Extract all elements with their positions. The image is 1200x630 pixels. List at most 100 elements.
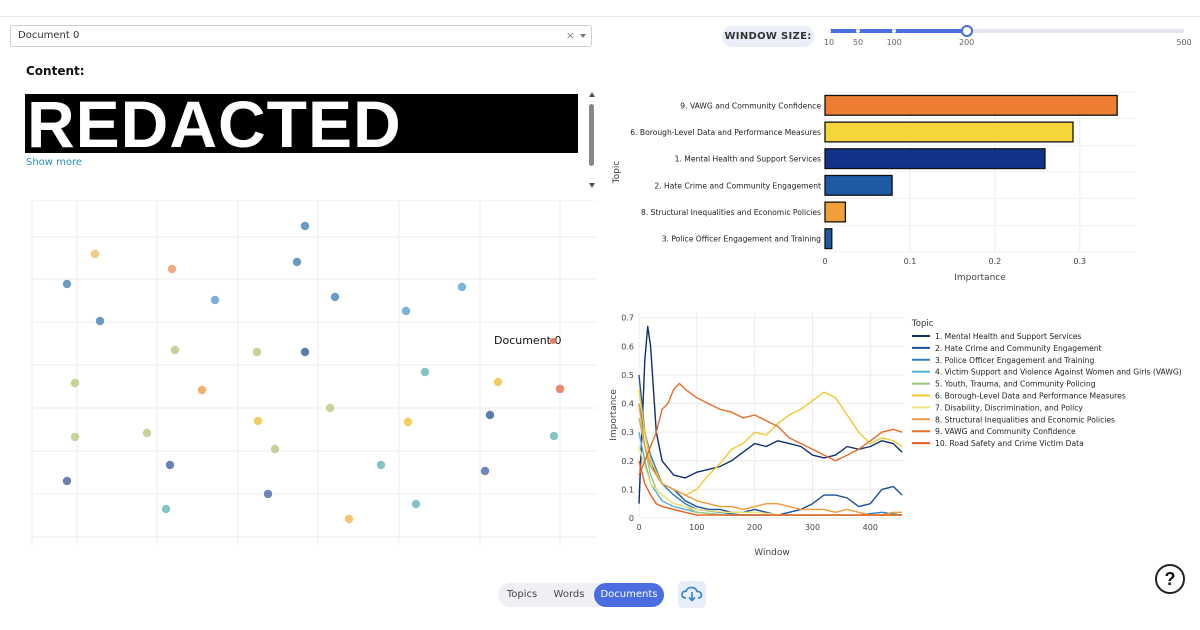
highlighted-document-point [550, 338, 556, 344]
chevron-down-icon[interactable] [580, 34, 586, 38]
close-icon[interactable]: × [565, 29, 575, 42]
document-point [62, 476, 72, 486]
document-annotation: Document 0 [494, 334, 561, 347]
scroll-down-icon[interactable] [589, 183, 595, 188]
line-x-axis-title: Window [754, 548, 790, 558]
content-scrollbar[interactable] [588, 92, 596, 188]
download-button[interactable] [678, 581, 706, 608]
line-x-tick: 0 [636, 523, 641, 532]
line-y-tick: 0.2 [621, 457, 634, 466]
bar-x-tick: 0.3 [1073, 257, 1086, 266]
scatter-grid [30, 200, 596, 545]
topic-importance-bar-chart[interactable]: 0 0.1 0.2 0.3 9. VAWG and Community Confiden… [600, 88, 1145, 288]
slider-mark-label: 500 [1176, 38, 1192, 47]
legend-item: 6. Borough-Level Data and Performance Me… [935, 392, 1126, 401]
document-point [420, 367, 430, 377]
line-y-axis-title: Importance [609, 389, 619, 441]
line-y-tick: 0.7 [621, 314, 634, 323]
bar-category-label: 9. VAWG and Community Confidence [680, 101, 821, 110]
document-point [480, 466, 490, 476]
window-size-slider-handle[interactable] [960, 25, 973, 37]
series-line [638, 382, 903, 476]
help-button[interactable]: ? [1155, 564, 1185, 594]
tab-documents[interactable]: Documents [594, 583, 664, 607]
line-y-tick: 0.4 [621, 400, 634, 409]
document-point [300, 347, 310, 357]
cloud-download-icon [681, 586, 703, 602]
document-point [263, 489, 273, 499]
document-point [411, 499, 421, 509]
document-point [253, 416, 263, 426]
document-point [142, 428, 152, 438]
document-point [70, 432, 80, 442]
document-point [62, 279, 72, 289]
legend-item: 5. Youth, Trauma, and Community Policing [935, 380, 1096, 389]
window-size-label: WINDOW SIZE: [722, 26, 814, 47]
bar-y-axis-title: Topic [612, 161, 622, 185]
scroll-up-icon[interactable] [589, 92, 595, 97]
scrollbar-thumb[interactable] [589, 104, 594, 166]
series-line [638, 389, 903, 496]
line-y-tick: 0 [629, 514, 634, 523]
bar-category-label: 6. Borough-Level Data and Performance Me… [630, 128, 821, 137]
document-select-value: Document 0 [18, 30, 80, 41]
top-divider [0, 16, 1200, 17]
line-x-tick: 200 [747, 523, 762, 532]
legend-item: 3. Police Officer Engagement and Trainin… [935, 356, 1094, 365]
tab-words[interactable]: Words [553, 589, 585, 600]
document-point [493, 377, 503, 387]
document-point [376, 460, 386, 470]
document-point [401, 306, 411, 316]
topic-importance-line-chart[interactable]: 0 100 200 300 400 0 0.1 0.2 0.3 0.4 0.5 0.6 0.7 Windo… [600, 306, 1200, 564]
bar-category-label: 1. Mental Health and Support Services [675, 155, 821, 164]
line-x-tick: 100 [689, 523, 704, 532]
document-point [90, 249, 100, 259]
document-point [549, 431, 559, 441]
legend-item: 10. Road Safety and Crime Victim Data [935, 439, 1084, 448]
show-more-link[interactable]: Show more [26, 157, 83, 168]
document-point [165, 460, 175, 470]
line-y-tick: 0.3 [621, 428, 634, 437]
series-line [638, 403, 903, 516]
document-point [95, 316, 105, 326]
bar-x-tick: 0 [822, 257, 827, 266]
tab-topics[interactable]: Topics [506, 589, 538, 600]
document-point [485, 410, 495, 420]
legend-item: 4. Victim Support and Violence Against W… [935, 368, 1182, 377]
content-label: Content: [26, 64, 85, 78]
document-point [403, 417, 413, 427]
document-point [344, 514, 354, 524]
bar [824, 121, 1074, 143]
legend-item: 2. Hate Crime and Community Engagement [935, 344, 1102, 353]
line-x-tick: 300 [805, 523, 820, 532]
document-scatter-plot[interactable]: Document 0 [30, 200, 596, 545]
document-point [457, 282, 467, 292]
bar-x-tick: 0.2 [988, 257, 1001, 266]
window-size-slider-track[interactable] [829, 29, 1184, 33]
document-point [70, 378, 80, 388]
document-point [292, 257, 302, 267]
bar-category-label: 3. Police Officer Engagement and Trainin… [662, 235, 821, 244]
series-line [638, 460, 903, 516]
document-point [170, 345, 180, 355]
window-size-slider-fill [829, 29, 967, 33]
slider-mark-label: 200 [959, 38, 975, 47]
legend-item: 1. Mental Health and Support Services [935, 332, 1081, 341]
bar [824, 201, 847, 223]
document-point [270, 444, 280, 454]
document-point [252, 347, 262, 357]
series-line [638, 403, 903, 516]
slider-mark-label: 100 [886, 38, 902, 47]
redacted-content: REDACTED [25, 88, 578, 160]
slider-mark-label: 50 [852, 38, 864, 47]
legend-item: 9. VAWG and Community Confidence [935, 427, 1076, 436]
slider-step-dot [855, 29, 860, 33]
bar [824, 94, 1118, 116]
document-select[interactable]: Document 0 × [10, 25, 592, 47]
bar-category-label: 8. Structural Inequalities and Economic … [641, 208, 821, 217]
bar-x-tick: 0.1 [904, 257, 917, 266]
document-point [325, 403, 335, 413]
document-point [210, 295, 220, 305]
bar [824, 228, 833, 250]
line-y-tick: 0.6 [621, 342, 634, 351]
